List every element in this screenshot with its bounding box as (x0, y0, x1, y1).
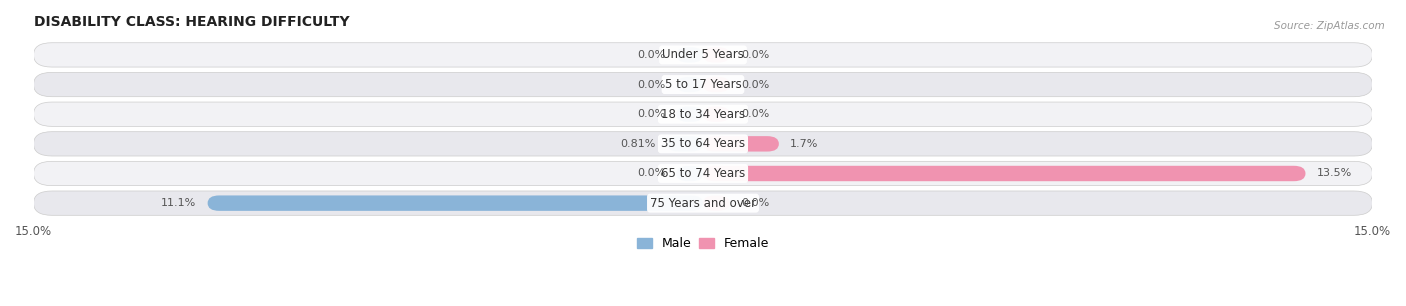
Legend: Male, Female: Male, Female (631, 232, 775, 255)
Text: 0.0%: 0.0% (637, 109, 665, 119)
Text: 0.0%: 0.0% (741, 80, 769, 90)
Text: 0.0%: 0.0% (741, 50, 769, 60)
FancyBboxPatch shape (703, 106, 730, 122)
FancyBboxPatch shape (676, 77, 703, 92)
FancyBboxPatch shape (703, 136, 779, 151)
FancyBboxPatch shape (208, 196, 703, 211)
FancyBboxPatch shape (666, 136, 703, 151)
FancyBboxPatch shape (34, 161, 1372, 186)
Text: 0.0%: 0.0% (637, 50, 665, 60)
FancyBboxPatch shape (676, 166, 703, 181)
FancyBboxPatch shape (703, 196, 730, 211)
Text: 0.0%: 0.0% (637, 80, 665, 90)
FancyBboxPatch shape (676, 47, 703, 63)
Text: Under 5 Years: Under 5 Years (662, 48, 744, 62)
Text: 5 to 17 Years: 5 to 17 Years (665, 78, 741, 91)
Text: 0.0%: 0.0% (741, 109, 769, 119)
Text: 0.0%: 0.0% (741, 198, 769, 208)
Text: 65 to 74 Years: 65 to 74 Years (661, 167, 745, 180)
FancyBboxPatch shape (34, 73, 1372, 97)
Text: Source: ZipAtlas.com: Source: ZipAtlas.com (1274, 21, 1385, 32)
Text: 0.0%: 0.0% (637, 169, 665, 178)
Text: 75 Years and over: 75 Years and over (650, 197, 756, 210)
FancyBboxPatch shape (703, 77, 730, 92)
FancyBboxPatch shape (34, 191, 1372, 215)
Text: 35 to 64 Years: 35 to 64 Years (661, 137, 745, 150)
FancyBboxPatch shape (676, 106, 703, 122)
FancyBboxPatch shape (703, 166, 1306, 181)
FancyBboxPatch shape (34, 132, 1372, 156)
FancyBboxPatch shape (34, 43, 1372, 67)
Text: DISABILITY CLASS: HEARING DIFFICULTY: DISABILITY CLASS: HEARING DIFFICULTY (34, 15, 349, 29)
Text: 13.5%: 13.5% (1316, 169, 1353, 178)
Text: 1.7%: 1.7% (790, 139, 818, 149)
Text: 11.1%: 11.1% (162, 198, 197, 208)
FancyBboxPatch shape (703, 47, 730, 63)
Text: 18 to 34 Years: 18 to 34 Years (661, 108, 745, 121)
FancyBboxPatch shape (34, 102, 1372, 126)
Text: 0.81%: 0.81% (620, 139, 655, 149)
